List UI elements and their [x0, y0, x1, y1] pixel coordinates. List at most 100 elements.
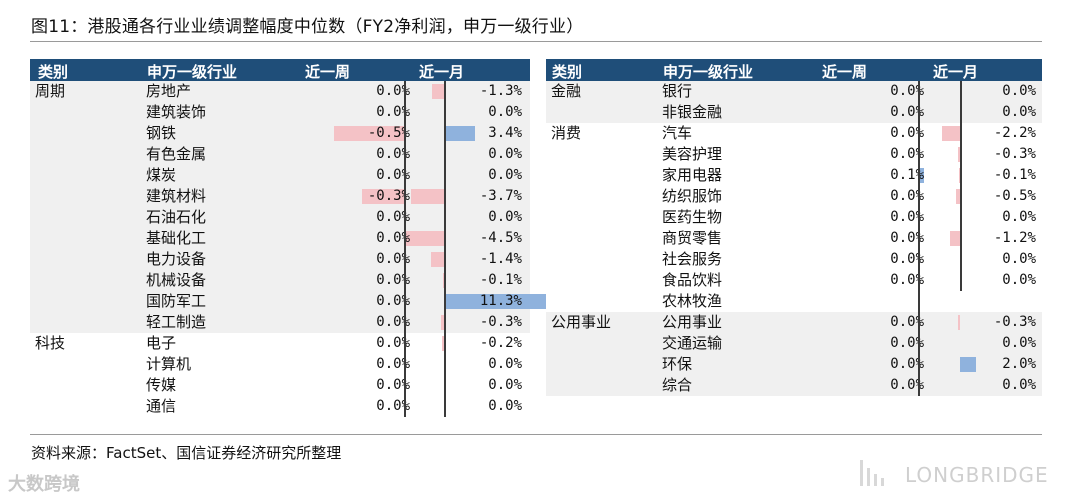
month-value: 0.0%: [488, 167, 522, 183]
week-value: 0.0%: [376, 230, 410, 246]
week-value: 0.0%: [376, 335, 410, 351]
industry-label: 轻工制造: [146, 313, 207, 331]
industry-label: 综合: [662, 376, 693, 394]
month-value: -1.3%: [479, 83, 522, 99]
month-bar: [960, 357, 976, 372]
week-value: 0.0%: [376, 167, 410, 183]
week-value: 0.0%: [376, 104, 410, 120]
industry-label: 公用事业: [662, 313, 723, 331]
month-value: -0.2%: [479, 335, 522, 351]
industry-label: 通信: [146, 397, 177, 415]
month-value: -0.3%: [479, 314, 522, 330]
industry-label: 社会服务: [662, 250, 723, 268]
week-value: 0.0%: [376, 293, 410, 309]
longbridge-logo-icon: [860, 460, 884, 486]
week-axis-line: [918, 81, 920, 396]
month-axis-line: [444, 81, 446, 417]
month-value: 0.0%: [1002, 209, 1036, 225]
month-value: 0.0%: [1002, 83, 1036, 99]
week-value: 0.0%: [376, 146, 410, 162]
week-value: 0.0%: [890, 272, 924, 288]
month-value: -1.2%: [993, 230, 1036, 246]
month-value: 0.0%: [488, 398, 522, 414]
week-value: 0.0%: [376, 272, 410, 288]
industry-label: 银行: [662, 82, 693, 100]
week-value: 0.0%: [376, 356, 410, 372]
title-rule: [30, 41, 1042, 42]
month-value: 0.0%: [488, 377, 522, 393]
month-value: -0.3%: [993, 146, 1036, 162]
week-axis-line: [404, 81, 406, 417]
category-label: 周期: [35, 82, 66, 100]
month-value: 0.0%: [1002, 104, 1036, 120]
month-bar: [950, 231, 960, 246]
industry-label: 有色金属: [146, 145, 207, 163]
industry-label: 环保: [662, 355, 693, 373]
industry-label: 石油石化: [146, 208, 207, 226]
month-bar: [959, 168, 961, 183]
right-table: 类别 申万一级行业 近一周 近一月 金融 银行 0.0% 0.0% 非银金融 0.0% 0.…: [546, 59, 1042, 415]
header-week: 近一周: [822, 63, 868, 81]
industry-label: 房地产: [146, 82, 192, 100]
month-value: 0.0%: [488, 356, 522, 372]
week-value: -0.5%: [367, 125, 410, 141]
watermark-left: 大数跨境: [8, 474, 80, 495]
month-bar: [957, 315, 960, 330]
industry-label: 传媒: [146, 376, 177, 394]
month-value: 11.3%: [479, 293, 522, 309]
week-value: 0.0%: [890, 125, 924, 141]
left-header-row: 类别 申万一级行业 近一周 近一月: [30, 59, 530, 81]
industry-label: 机械设备: [146, 271, 207, 289]
week-value: 0.0%: [376, 314, 410, 330]
month-value: -2.2%: [993, 125, 1036, 141]
month-value: -0.3%: [993, 314, 1036, 330]
industry-label: 汽车: [662, 124, 693, 142]
week-value: 0.0%: [890, 251, 924, 267]
month-bar: [957, 147, 960, 162]
category-label: 公用事业: [551, 313, 612, 331]
industry-label: 煤炭: [146, 166, 177, 184]
figure-title: 图11：港股通各行业业绩调整幅度中位数（FY2净利润，申万一级行业）: [31, 17, 584, 37]
week-value: 0.0%: [890, 209, 924, 225]
month-value: 0.0%: [488, 146, 522, 162]
week-value: 0.0%: [376, 83, 410, 99]
header-month: 近一月: [419, 63, 465, 81]
header-category: 类别: [38, 63, 69, 81]
week-value: 0.0%: [890, 335, 924, 351]
industry-label: 农林牧渔: [662, 292, 723, 310]
month-value: 0.0%: [488, 209, 522, 225]
category-label: 金融: [551, 82, 582, 100]
month-bar: [441, 315, 444, 330]
month-value: -1.4%: [479, 251, 522, 267]
week-value: 0.0%: [890, 104, 924, 120]
week-value: 0.0%: [890, 83, 924, 99]
left-table: 类别 申万一级行业 近一周 近一月 周期 房地产 0.0% -1.3% 建筑装饰 0.0%…: [30, 59, 546, 417]
industry-label: 计算机: [146, 355, 192, 373]
week-value: 0.0%: [890, 146, 924, 162]
header-week: 近一周: [305, 63, 351, 81]
month-value: 3.4%: [488, 125, 522, 141]
week-bar: [918, 168, 924, 183]
week-bar: [362, 189, 404, 204]
category-label: 科技: [35, 334, 66, 352]
week-value: 0.0%: [890, 188, 924, 204]
month-axis-line: [960, 81, 962, 291]
industry-label: 食品饮料: [662, 271, 723, 289]
week-value: 0.0%: [890, 356, 924, 372]
industry-label: 纺织服饰: [662, 187, 723, 205]
header-industry: 申万一级行业: [147, 63, 238, 81]
month-bar: [431, 252, 444, 267]
month-value: 0.0%: [1002, 335, 1036, 351]
industry-label: 电子: [146, 334, 177, 352]
week-value: 0.0%: [376, 377, 410, 393]
month-bar: [443, 273, 445, 288]
industry-label: 交通运输: [662, 334, 723, 352]
right-header-row: 类别 申万一级行业 近一周 近一月: [546, 59, 1042, 81]
header-category: 类别: [552, 63, 583, 81]
week-value: 0.1%: [890, 167, 924, 183]
industry-label: 家用电器: [662, 166, 723, 184]
bottom-rule: [30, 434, 1042, 435]
month-bar: [432, 84, 444, 99]
month-bar: [956, 189, 960, 204]
industry-label: 国防军工: [146, 292, 207, 310]
